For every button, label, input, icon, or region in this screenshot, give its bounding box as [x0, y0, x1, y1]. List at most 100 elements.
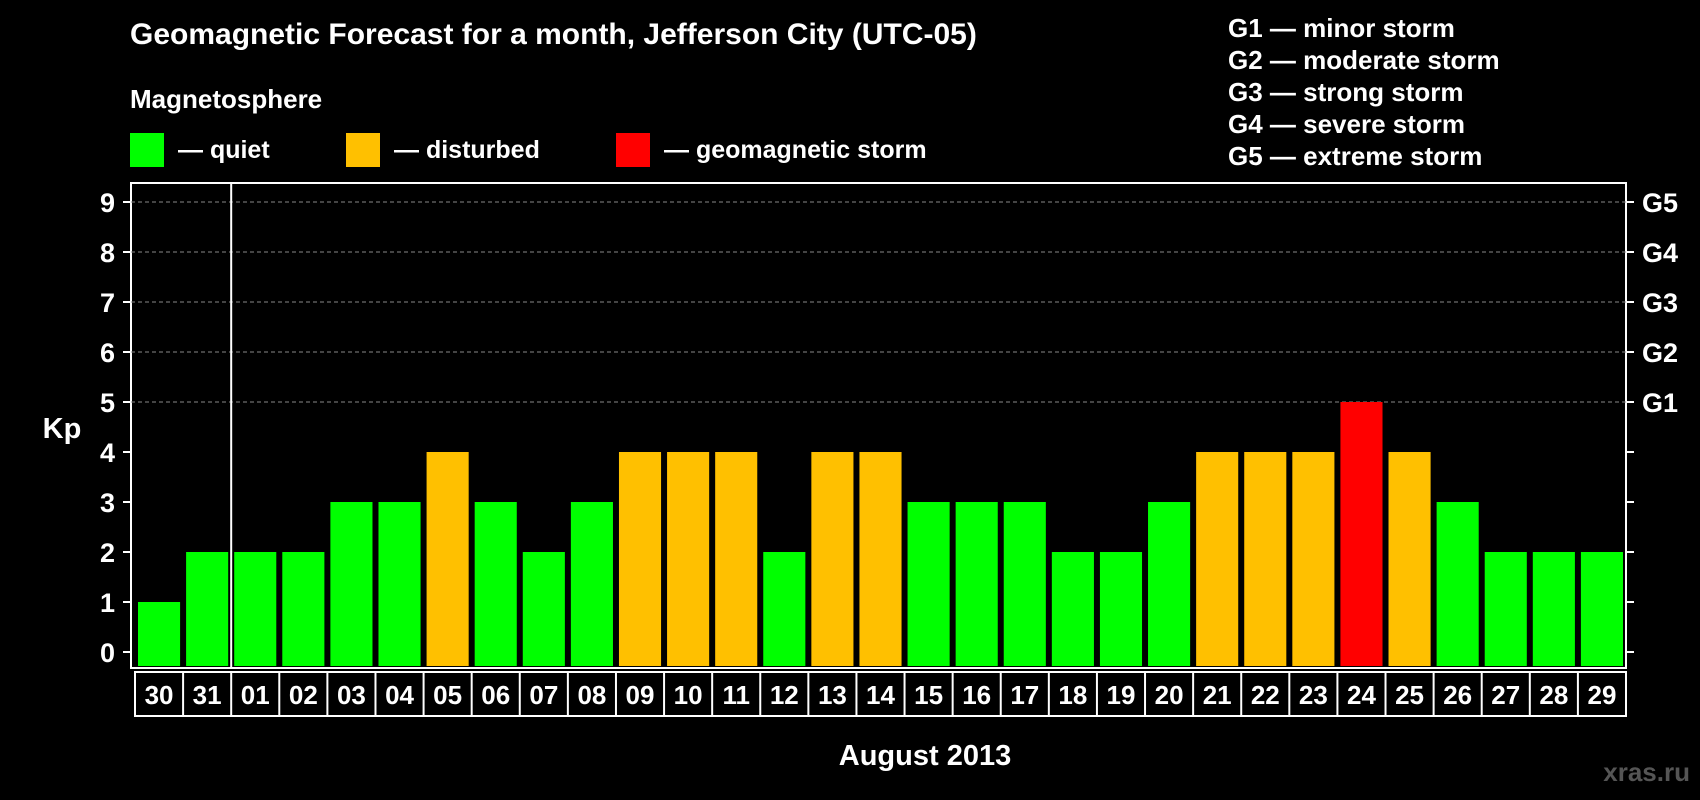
y-tick-label-4: 4 [100, 438, 115, 468]
y-axis-label: Kp [43, 413, 82, 445]
x-tick-label-12: 12 [770, 680, 799, 710]
watermark: xras.ru [1603, 757, 1690, 787]
legend-quiet: — quiet [130, 133, 270, 167]
x-tick-label-23: 23 [1299, 680, 1328, 710]
bar-27 [1484, 552, 1527, 666]
right-axis-label-g3: G3 [1642, 288, 1678, 318]
x-tick-label-20: 20 [1155, 680, 1184, 710]
x-tick-label-27: 27 [1491, 680, 1520, 710]
storm-level-legend: G1 — minor storm G2 — moderate storm G3 … [1228, 12, 1500, 172]
bar-09 [618, 452, 662, 666]
storm-level-g2: G2 — moderate storm [1228, 45, 1500, 75]
bar-20 [1148, 502, 1191, 666]
y-tick-label-8: 8 [100, 238, 115, 268]
y-tick-label-5: 5 [100, 388, 115, 418]
x-tick-label-13: 13 [818, 680, 847, 710]
section-label: Magnetosphere [130, 84, 323, 114]
legend-storm: — geomagnetic storm [616, 133, 927, 167]
x-tick-label-31: 31 [193, 680, 222, 710]
bar-08 [570, 502, 613, 666]
bar-13 [811, 452, 854, 666]
bar-04 [378, 502, 421, 666]
legend-disturbed-swatch [346, 133, 380, 167]
bar-12 [763, 552, 806, 666]
x-tick-label-18: 18 [1058, 680, 1087, 710]
x-tick-label-09: 09 [626, 680, 655, 710]
bar-10 [667, 452, 710, 666]
legend-disturbed-label: — disturbed [394, 135, 540, 164]
y-tick-label-1: 1 [100, 588, 115, 618]
bar-17 [1003, 502, 1046, 666]
bar-25 [1388, 452, 1431, 666]
x-tick-label-02: 02 [289, 680, 318, 710]
x-tick-label-28: 28 [1539, 680, 1568, 710]
y-tick-label-7: 7 [100, 288, 115, 318]
chart-title: Geomagnetic Forecast for a month, Jeffer… [130, 18, 977, 51]
x-tick-label-15: 15 [914, 680, 943, 710]
x-tick-label-07: 07 [529, 680, 558, 710]
x-tick-label-01: 01 [241, 680, 270, 710]
storm-level-g1: G1 — minor storm [1228, 13, 1455, 43]
legend-disturbed: — disturbed [346, 133, 540, 167]
x-label-strip [134, 671, 1627, 717]
x-tick-label-21: 21 [1203, 680, 1232, 710]
legend-storm-swatch [616, 133, 650, 167]
x-tick-label-30: 30 [145, 680, 174, 710]
bar-05 [426, 452, 469, 666]
y-tick-label-6: 6 [100, 338, 115, 368]
x-tick-label-17: 17 [1010, 680, 1039, 710]
plot-frame [130, 182, 1627, 669]
bar-31 [186, 552, 229, 666]
x-tick-label-14: 14 [866, 680, 895, 710]
storm-level-g3: G3 — strong storm [1228, 77, 1464, 107]
bar-11 [715, 452, 758, 666]
x-tick-label-22: 22 [1251, 680, 1280, 710]
bar-15 [907, 502, 950, 666]
x-tick-label-06: 06 [481, 680, 510, 710]
x-tick-label-25: 25 [1395, 680, 1424, 710]
x-tick-label-11: 11 [722, 680, 750, 710]
legend-quiet-label: — quiet [178, 135, 270, 164]
x-tick-label-04: 04 [385, 680, 414, 710]
x-tick-label-03: 03 [337, 680, 366, 710]
x-tick-label-29: 29 [1587, 680, 1616, 710]
storm-level-g4: G4 — severe storm [1228, 109, 1466, 139]
x-tick-label-10: 10 [674, 680, 703, 710]
bar-14 [859, 452, 902, 666]
x-tick-label-16: 16 [962, 680, 991, 710]
x-tick-label-24: 24 [1347, 680, 1376, 710]
legend-quiet-swatch [130, 133, 164, 167]
x-axis-label: August 2013 [839, 740, 1011, 772]
bar-02 [282, 552, 325, 666]
x-tick-label-26: 26 [1443, 680, 1472, 710]
right-axis-label-g2: G2 [1642, 338, 1678, 368]
bar-22 [1244, 452, 1287, 666]
bar-23 [1292, 452, 1335, 666]
x-tick-label-08: 08 [577, 680, 606, 710]
y-tick-label-9: 9 [100, 188, 115, 218]
right-axis-label-g4: G4 [1642, 238, 1678, 268]
bar-26 [1436, 502, 1479, 666]
legend-storm-label: — geomagnetic storm [664, 135, 927, 164]
bar-24 [1340, 402, 1383, 666]
bar-30 [138, 602, 181, 666]
y-tick-label-0: 0 [100, 638, 115, 668]
bar-01 [234, 552, 277, 666]
right-axis-label-g5: G5 [1642, 188, 1678, 218]
y-tick-label-3: 3 [100, 488, 115, 518]
bar-28 [1532, 552, 1575, 666]
bar-07 [522, 552, 565, 666]
bar-16 [955, 502, 998, 666]
bar-19 [1099, 552, 1143, 666]
x-tick-label-19: 19 [1107, 680, 1136, 710]
bar-18 [1051, 552, 1094, 666]
storm-level-g5: G5 — extreme storm [1228, 141, 1483, 171]
x-tick-label-05: 05 [433, 680, 462, 710]
bar-03 [330, 502, 373, 666]
bar-21 [1196, 452, 1239, 666]
y-tick-label-2: 2 [100, 538, 115, 568]
bar-29 [1580, 552, 1623, 666]
right-axis-label-g1: G1 [1642, 388, 1678, 418]
bar-06 [474, 502, 517, 666]
